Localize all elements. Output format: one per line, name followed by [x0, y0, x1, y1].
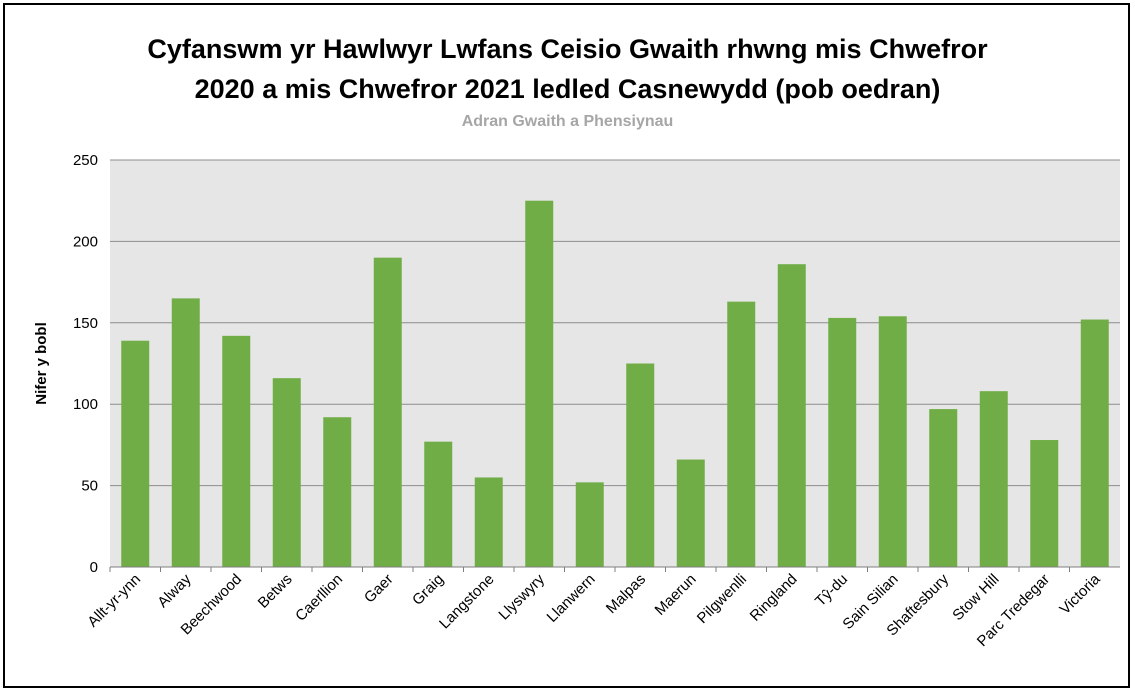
bar	[222, 335, 251, 567]
x-tick-label: Graig	[409, 571, 447, 609]
y-tick-label: 0	[90, 559, 98, 576]
bar	[1030, 440, 1059, 567]
chart-title-line-2: 2020 a mis Chwefror 2021 ledled Casnewyd…	[194, 74, 941, 104]
x-tick-label: Betws	[255, 571, 296, 612]
bar	[121, 340, 150, 567]
bar	[828, 317, 857, 567]
bar	[878, 316, 907, 567]
bar	[424, 441, 453, 567]
x-tick-label: Allt-yr-ynn	[84, 571, 144, 631]
chart-subtitle: Adran Gwaith a Phensiynau	[461, 113, 674, 130]
plot-area	[110, 160, 1120, 567]
bar	[373, 257, 402, 567]
x-tick-label: Llanwern	[544, 571, 599, 626]
y-axis-label: Nifer y bobl	[33, 322, 50, 405]
x-tick-label: Gaer	[361, 571, 397, 607]
bar	[929, 409, 958, 567]
bar	[323, 417, 352, 567]
bar	[171, 298, 200, 567]
y-tick-label: 250	[73, 152, 98, 169]
x-tick-label: Malpas	[603, 571, 649, 617]
chart-title-line-1: Cyfanswm yr Hawlwyr Lwfans Ceisio Gwaith…	[147, 34, 988, 64]
x-tick-label: Maerun	[652, 571, 700, 619]
bar	[575, 482, 604, 567]
y-tick-label: 200	[73, 233, 98, 250]
x-tick-label: Victoria	[1056, 570, 1104, 618]
x-tick-label: Langstone	[436, 571, 498, 633]
y-axis-ticks: 0 50 100 150 200 250	[73, 152, 98, 576]
x-tick-label: Llyswyry	[495, 570, 548, 623]
bar	[979, 391, 1008, 567]
bars	[121, 200, 1109, 567]
x-tick-label: Tŷ-du	[812, 571, 851, 610]
bar	[525, 200, 554, 567]
bar	[626, 363, 655, 567]
y-tick-label: 100	[73, 396, 98, 413]
bar	[272, 378, 301, 567]
y-tick-label: 50	[81, 478, 98, 495]
bar	[1080, 319, 1109, 567]
bar	[777, 264, 806, 567]
bar	[474, 477, 503, 567]
x-tick-label: Ringland	[747, 571, 801, 625]
y-tick-label: 150	[73, 315, 98, 332]
x-tick-label: Pilgwenlli	[694, 571, 750, 627]
x-tick-label: Alway	[154, 570, 195, 611]
x-tick-label: Caerllion	[292, 571, 346, 625]
bar	[727, 301, 756, 567]
bar	[676, 459, 705, 567]
